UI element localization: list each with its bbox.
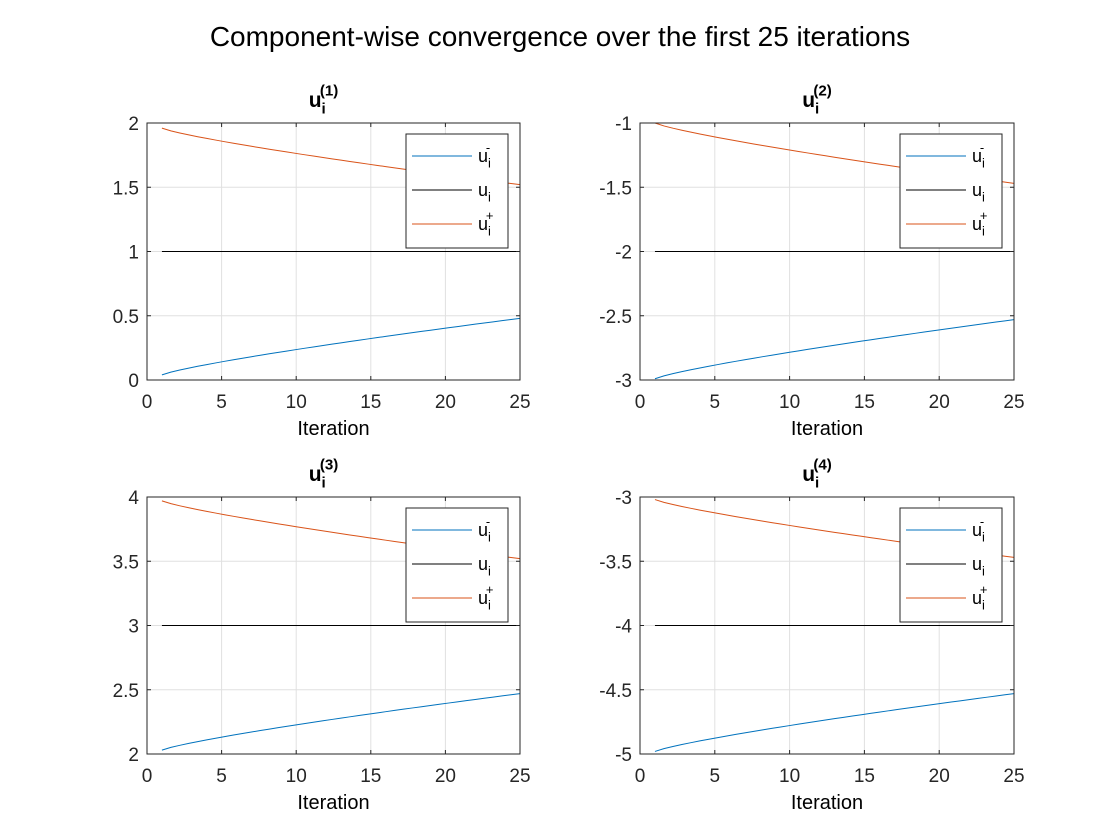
y-tick-label: 1.5 bbox=[113, 178, 139, 199]
x-tick-label: 5 bbox=[710, 392, 721, 413]
x-tick-label: 10 bbox=[779, 392, 800, 413]
y-tick-label: 1 bbox=[128, 243, 139, 264]
y-tick-label: 2 bbox=[128, 114, 139, 135]
y-tick-label: -2.5 bbox=[599, 307, 632, 328]
x-tick-label: 5 bbox=[710, 766, 721, 787]
y-tick-label: -4.5 bbox=[599, 681, 632, 702]
legend-box bbox=[406, 134, 508, 248]
x-tick-label: 5 bbox=[216, 392, 227, 413]
x-tick-label: 15 bbox=[854, 766, 875, 787]
subplot-title: ui(3) bbox=[309, 456, 339, 491]
subplot-3: 0 5 10 15 20 25 2 2.5 3 3.5 4 Iteration ui(3) ui-uiui… bbox=[113, 456, 531, 814]
x-tick-label: 0 bbox=[635, 392, 646, 413]
x-axis-label: Iteration bbox=[791, 418, 863, 440]
y-tick-label: -5 bbox=[615, 745, 632, 766]
x-axis-label: Iteration bbox=[297, 792, 369, 814]
x-tick-label: 10 bbox=[286, 766, 307, 787]
y-tick-label: -3 bbox=[615, 371, 632, 392]
x-tick-label: 25 bbox=[1003, 392, 1024, 413]
y-tick-label: 3 bbox=[128, 617, 139, 638]
y-tick-label: -3.5 bbox=[599, 552, 632, 573]
x-tick-label: 25 bbox=[509, 392, 530, 413]
subplot-title: ui(2) bbox=[802, 82, 832, 117]
x-tick-label: 25 bbox=[1003, 766, 1024, 787]
y-tick-label: -3 bbox=[615, 488, 632, 509]
x-tick-label: 10 bbox=[779, 766, 800, 787]
x-tick-label: 0 bbox=[142, 766, 153, 787]
x-tick-label: 15 bbox=[360, 766, 381, 787]
y-tick-label: 2.5 bbox=[113, 681, 139, 702]
subplot-title: ui(1) bbox=[309, 82, 339, 117]
x-tick-label: 20 bbox=[435, 392, 456, 413]
y-tick-label: 4 bbox=[128, 488, 139, 509]
subplot-grid: 0 5 10 15 20 2500.511.52Iterationui(1)ui-uiui… bbox=[113, 82, 1025, 814]
y-tick-label: 3.5 bbox=[113, 552, 139, 573]
legend-box bbox=[900, 134, 1002, 248]
y-tick-label: -4 bbox=[615, 617, 632, 638]
x-tick-label: 15 bbox=[360, 392, 381, 413]
figure-title: Component-wise convergence over the firs… bbox=[210, 21, 910, 52]
y-tick-label: 0.5 bbox=[113, 307, 139, 328]
x-tick-label: 20 bbox=[929, 392, 950, 413]
y-tick-label: -2 bbox=[615, 243, 632, 264]
x-axis-label: Iteration bbox=[791, 792, 863, 814]
subplot-1: 0 5 10 15 20 25 0 0.5 1 1.5 2 Iteration ui(1) ui-uiui… bbox=[113, 82, 531, 440]
x-tick-label: 20 bbox=[435, 766, 456, 787]
x-tick-label: 15 bbox=[854, 392, 875, 413]
x-tick-label: 0 bbox=[635, 766, 646, 787]
x-tick-label: 5 bbox=[216, 766, 227, 787]
subplot-4: 0 5 10 15 20 25 -5 -4.5 -4 -3.5 -3 Iteration ui(4) ui… bbox=[599, 456, 1024, 814]
y-tick-label: -1 bbox=[615, 114, 632, 135]
y-tick-label: 0 bbox=[128, 371, 139, 392]
x-tick-label: 20 bbox=[929, 766, 950, 787]
y-tick-label: 2 bbox=[128, 745, 139, 766]
x-tick-label: 10 bbox=[286, 392, 307, 413]
legend-box bbox=[406, 508, 508, 622]
x-tick-label: 0 bbox=[142, 392, 153, 413]
legend-box bbox=[900, 508, 1002, 622]
x-tick-label: 25 bbox=[509, 766, 530, 787]
subplot-title: ui(4) bbox=[802, 456, 832, 491]
subplot-2: 0 5 10 15 20 25 -3 -2.5 -2 -1.5 -1 Iteration ui(2) ui… bbox=[599, 82, 1024, 440]
x-axis-label: Iteration bbox=[297, 418, 369, 440]
y-tick-label: -1.5 bbox=[599, 178, 632, 199]
